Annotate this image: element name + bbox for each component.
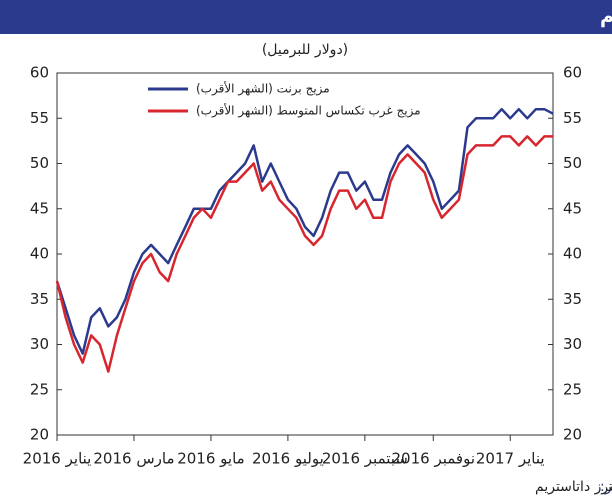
x-tick-label: سبتمبر 2016 — [322, 450, 408, 468]
legend-label: مزيج غرب تكساس المتوسط (الشهر الأقرب) — [196, 103, 421, 119]
y-tick-label: 35 — [30, 290, 49, 308]
chart-subtitle: (دولار للبرميل) — [262, 42, 348, 58]
y-tick-label: 25 — [30, 380, 49, 398]
y-tick-label: 50 — [30, 154, 49, 172]
y-tick-label: 60 — [30, 64, 49, 82]
y-tick-label: 20 — [30, 426, 49, 444]
y2-tick-label: 55 — [563, 109, 582, 127]
y2-tick-label: 35 — [563, 290, 582, 308]
legend-label: مزيج برنت (الشهر الأقرب) — [196, 81, 330, 97]
x-tick-label: يناير 2016 — [23, 450, 92, 468]
series-line — [55, 135, 553, 373]
x-tick-label: يوليو 2016 — [252, 450, 324, 468]
y-tick-label: 45 — [30, 199, 49, 217]
chart-title: أسعار النفط الخام — [600, 4, 612, 28]
y2-tick-label: 25 — [563, 380, 582, 398]
source: تومسون رويترز داتاستريم — [535, 479, 612, 495]
y2-tick-label: 60 — [563, 64, 582, 82]
y-tick-label: 30 — [30, 335, 49, 353]
x-tick-label: مايو 2016 — [177, 450, 244, 468]
x-tick-label: يناير 2017 — [476, 450, 545, 468]
x-tick-label: مارس 2016 — [93, 450, 174, 468]
y2-tick-label: 50 — [563, 154, 582, 172]
plot-frame — [56, 72, 554, 436]
source-label: المصدر: — [600, 479, 612, 495]
y2-tick-label: 20 — [563, 426, 582, 444]
series-line — [55, 107, 554, 355]
y2-tick-label: 30 — [563, 335, 582, 353]
x-tick-label: نوفمبر 2016 — [392, 450, 476, 468]
y-tick-label: 55 — [30, 109, 49, 127]
y-tick-label: 40 — [30, 245, 49, 263]
y2-tick-label: 40 — [563, 245, 582, 263]
header-band — [0, 0, 612, 34]
y2-tick-label: 45 — [563, 199, 582, 217]
